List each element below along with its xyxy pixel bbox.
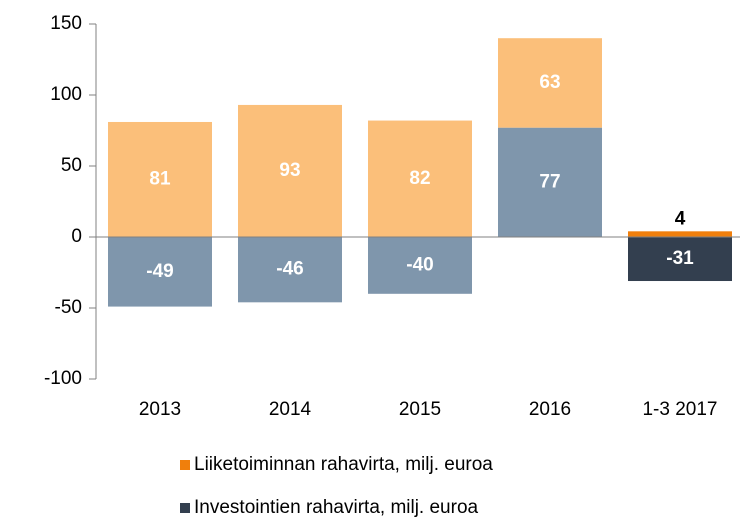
y-tick-label: 50: [61, 155, 82, 176]
y-tick-label: 150: [50, 13, 82, 34]
value-label: 77: [539, 171, 560, 192]
x-tick-label: 2014: [269, 399, 312, 420]
bar: [238, 104, 342, 237]
bar: [628, 231, 732, 237]
value-label: 82: [409, 168, 430, 189]
x-tick-label: 2013: [139, 399, 181, 420]
y-tick-label: 0: [71, 226, 82, 247]
x-tick-label: 2016: [529, 399, 571, 420]
value-label: 4: [675, 208, 686, 229]
y-tick-label: -50: [55, 297, 82, 318]
legend-label: Liiketoiminnan rahavirta, milj. euroa: [194, 454, 493, 475]
value-label: 81: [149, 169, 171, 190]
legend-swatch: [180, 503, 190, 513]
x-tick-label: 1-3 2017: [642, 399, 717, 420]
value-label: -40: [406, 254, 433, 275]
bar: [108, 237, 212, 307]
value-label: 93: [279, 160, 300, 181]
value-label: 63: [539, 72, 560, 93]
value-label: -31: [666, 248, 694, 269]
value-label: -49: [146, 261, 173, 282]
legend-label: Investointien rahavirta, milj. euroa: [194, 497, 479, 518]
bar: [108, 121, 212, 237]
bar: [498, 38, 602, 128]
bar: [628, 237, 732, 282]
bar: [368, 120, 472, 237]
bar: [498, 127, 602, 237]
x-tick-label: 2015: [399, 399, 441, 420]
y-tick-label: 100: [50, 84, 82, 105]
legend-swatch: [180, 460, 190, 470]
value-label: -46: [276, 259, 303, 280]
y-tick-label: -100: [44, 368, 82, 389]
bar: [238, 237, 342, 303]
bar: [368, 237, 472, 294]
